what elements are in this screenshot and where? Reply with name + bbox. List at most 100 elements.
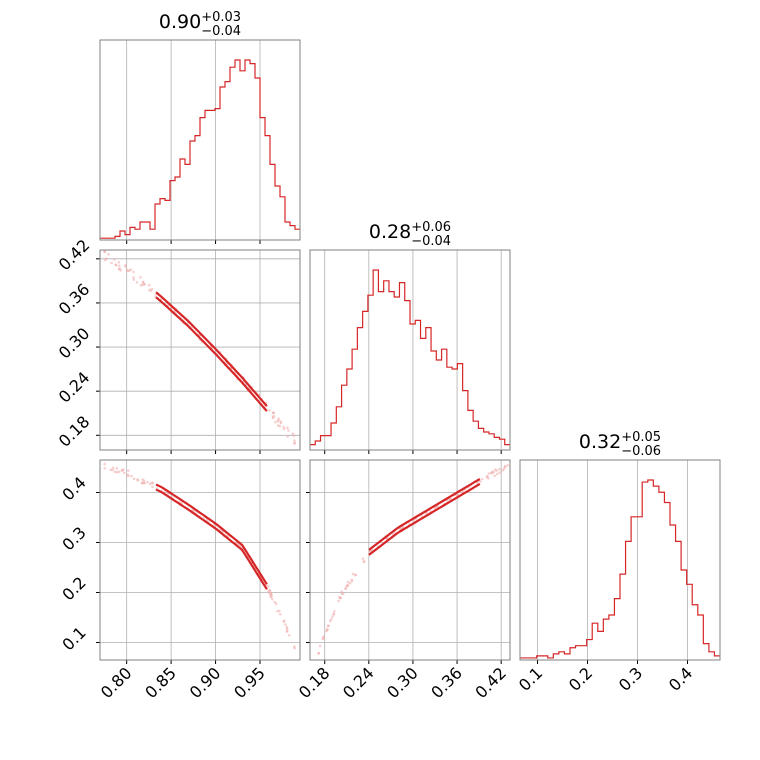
scatter-point: [287, 429, 290, 432]
scatter-point: [154, 295, 157, 298]
x-tick-label: 0.95: [230, 663, 269, 702]
scatter-point: [268, 409, 271, 412]
scatter-point: [135, 281, 139, 284]
scatter-point: [291, 432, 295, 435]
scatter-point: [110, 261, 113, 265]
scatter-point: [326, 624, 330, 628]
scatter-point: [282, 620, 286, 623]
scatter-point: [132, 278, 136, 281]
scatter-point: [317, 651, 321, 655]
histogram-step-1: [100, 59, 300, 239]
scatter-point: [498, 467, 501, 471]
scatter-point: [132, 477, 136, 481]
scatter-point: [272, 414, 276, 418]
contour-upper-1: [155, 291, 268, 407]
scatter-point: [132, 276, 135, 279]
x-tick-label: 0.2: [565, 663, 596, 694]
scatter-point: [362, 560, 366, 564]
scatter-point: [282, 427, 286, 431]
scatter-point: [346, 580, 350, 584]
contour-upper-2: [155, 483, 268, 585]
scatter-point: [111, 466, 115, 470]
scatter-point: [139, 276, 142, 279]
scatter-point: [122, 468, 125, 471]
scatter-point: [493, 474, 496, 478]
x-tick-label: 0.18: [295, 663, 334, 702]
scatter-point: [143, 282, 146, 286]
scatter-point: [148, 482, 152, 486]
scatter-point: [277, 418, 280, 422]
scatter-point: [103, 250, 107, 254]
x-tick-label: 0.1: [515, 663, 546, 694]
text-layer: 0.80 0.85 0.90 0.95 0.18 0.24 0.30 0.36 0.42 0.1 0…: [55, 10, 697, 702]
panel-frame: [519, 459, 721, 661]
scatter-point: [354, 573, 358, 577]
scatter-point: [151, 481, 155, 485]
scatter-point: [495, 472, 499, 476]
scatter-point: [284, 623, 287, 626]
scatter-point: [292, 434, 296, 437]
contour-upper-3: [368, 477, 481, 551]
scatter-point: [117, 260, 121, 264]
scatter-point: [111, 468, 114, 472]
x-tick-label: 0.24: [339, 663, 378, 702]
x-tick-label: 0.42: [471, 663, 510, 702]
scatter-point: [270, 593, 273, 597]
scatter-point: [115, 470, 119, 474]
scatter-point: [506, 463, 510, 467]
scatter-point: [286, 435, 289, 438]
scatter-point: [124, 264, 127, 267]
scatter-point: [322, 635, 325, 639]
scatter-point: [139, 284, 143, 287]
x-tick-label: 0.3: [615, 663, 646, 694]
scatter-point: [287, 633, 291, 637]
panel-frame: [99, 459, 301, 661]
scatter-point: [142, 479, 146, 483]
scatter-point: [491, 470, 494, 473]
scatter-point: [285, 629, 289, 633]
x-tick-label: 0.36: [427, 663, 466, 702]
scatter-point: [328, 619, 332, 623]
scatter-point: [487, 472, 491, 475]
x-tick-label: 0.90: [186, 663, 225, 702]
scatter-point: [285, 627, 289, 630]
scatter-point: [293, 646, 296, 650]
scatter-point: [122, 471, 126, 475]
scatter-point: [326, 627, 329, 631]
grid-layer: [100, 40, 688, 660]
scatter-point: [279, 421, 283, 425]
panel-frame: [309, 249, 511, 451]
y-tick-label: 0.30: [55, 324, 94, 363]
scatter-point: [271, 411, 275, 415]
scatter-point: [278, 613, 282, 616]
scatter-point: [332, 612, 336, 616]
scatter-point: [103, 462, 107, 466]
scatter-point: [348, 581, 352, 585]
x-tick-label: 0.30: [383, 663, 422, 702]
scatter-point: [481, 477, 484, 481]
scatter-point: [479, 480, 482, 483]
panel-frame: [99, 39, 301, 241]
scatter-point: [270, 597, 274, 601]
y-tick-label: 0.1: [58, 623, 89, 654]
scatter-point: [113, 258, 116, 261]
param-title-minus-2: −0.04: [411, 234, 451, 249]
scatter-point: [147, 283, 151, 287]
y-tick-label: 0.18: [55, 412, 94, 451]
scatter-point: [115, 466, 119, 470]
param-title-minus-3: −0.06: [621, 444, 661, 459]
scatter-point: [268, 592, 271, 595]
param-title-2: 0.28+0.06: [369, 220, 451, 243]
scatter-point: [103, 466, 106, 470]
y-tick-label: 0.4: [58, 473, 89, 504]
scatter-point: [485, 475, 488, 479]
scatter-point: [337, 599, 340, 603]
scatter-point: [151, 485, 154, 489]
histogram-step-3: [520, 479, 720, 659]
scatter-point: [333, 609, 336, 613]
scatter-point: [266, 585, 270, 588]
scatter-point: [345, 584, 349, 588]
scatter-point: [114, 263, 118, 267]
scatter-point: [140, 481, 144, 485]
